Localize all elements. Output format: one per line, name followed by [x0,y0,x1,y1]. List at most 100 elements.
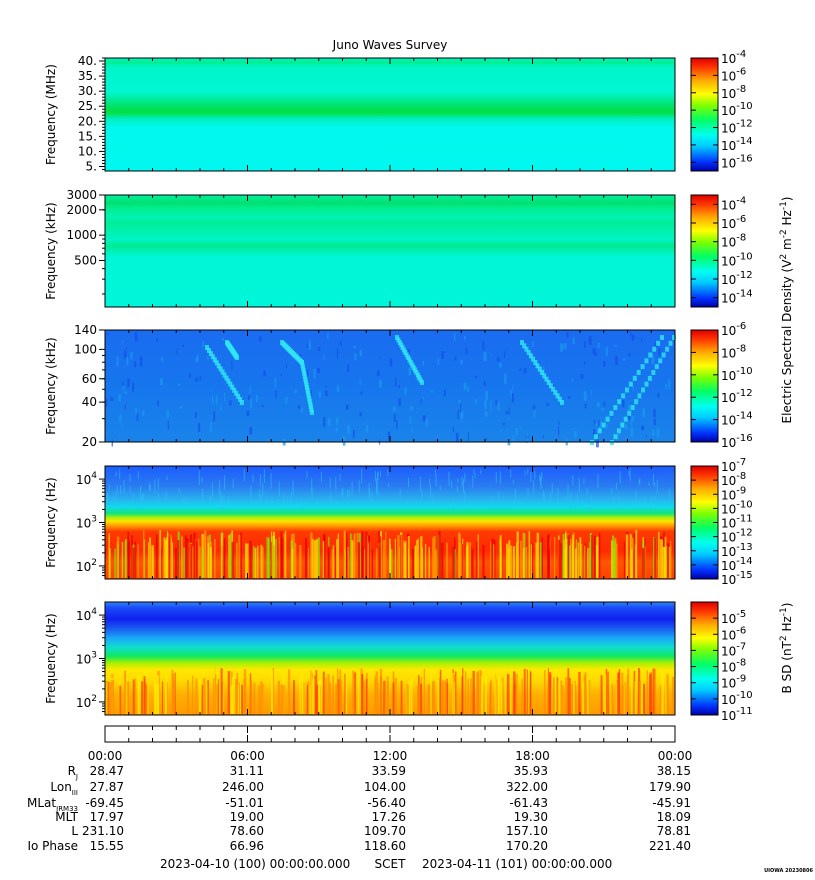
streak [472,670,475,714]
emission-blob [548,383,553,389]
colorbar [690,329,719,443]
colorbar-tick-label: 10-4 [721,195,746,212]
emission-blob [668,340,673,346]
streak [600,675,603,714]
streak [364,549,366,578]
streak [540,477,542,486]
texture [336,348,339,359]
streak [654,482,656,488]
streak [524,470,526,476]
streak [497,679,500,714]
streak [143,539,146,578]
texture [197,354,199,360]
texture [502,422,505,425]
streak [105,683,107,714]
y-tick-label: 103 [76,651,97,667]
ephemeris-value: 28.47 [90,764,124,778]
y-tick-label: 100 [74,342,97,356]
texture [306,344,308,349]
streak [523,533,526,578]
streak [277,680,280,714]
texture [411,427,413,432]
streak [110,681,112,714]
streak [514,682,516,714]
ephemeris-value: 322.00 [506,780,548,794]
streak [451,480,453,489]
streak [476,541,479,578]
streak [429,483,431,499]
streak [358,480,360,493]
streak [253,682,256,714]
streak [272,668,275,714]
streak [107,682,110,714]
texture [359,378,361,386]
texture [210,389,212,392]
streak [132,491,134,503]
streak [202,492,204,499]
streak [452,672,454,714]
streak [147,670,149,714]
streak [589,542,591,578]
streak [342,487,344,498]
texture [195,411,197,419]
emission-blob [601,422,606,428]
streak [119,469,121,480]
emission-blob [648,352,653,358]
spectrogram-3 [105,330,675,442]
texture [301,407,303,413]
emission-blob [654,364,659,370]
streak [132,547,135,578]
emission-blob [634,399,639,405]
texture [116,356,119,367]
streak [339,474,341,481]
streak [434,549,438,578]
streak [566,544,569,578]
streak [529,672,532,714]
texture [395,377,397,387]
streak [570,491,572,508]
streak [213,678,215,714]
streak [666,674,669,714]
texture [508,407,510,415]
streak [270,472,272,489]
streak [288,669,291,714]
streak [335,683,338,714]
streak [281,538,284,578]
texture [294,389,297,394]
emission-blob [542,373,547,379]
streak [628,471,630,476]
streak [494,672,497,714]
streak [287,496,289,507]
texture [503,350,506,358]
y-axis-label: Frequency (kHz) [44,337,58,434]
texture [135,406,137,415]
texture [134,360,137,368]
b-field-colorbar-label: B SD (nT2 Hz-1) [779,603,794,694]
streak [598,532,601,578]
emission-blob [620,422,625,428]
streak [198,679,201,714]
streak [150,484,152,491]
texture [508,417,510,421]
texture [280,374,283,377]
emission-blob [617,399,622,405]
streak [327,673,330,714]
emission-blob [216,363,221,369]
texture [126,357,129,365]
emission-blob [307,398,312,404]
streak [376,472,378,482]
streak [220,533,223,578]
texture [105,431,107,436]
streak [303,682,305,714]
streak [157,683,160,714]
texture [490,353,492,357]
streak [637,668,640,714]
texture [593,429,596,436]
panel-4-hz-electric [104,465,676,580]
ephemeris-row-label: LonIII [50,780,78,797]
streak [652,474,654,485]
texture [460,413,463,423]
colorbars: 10-410-610-810-1010-1210-1410-1610-410-6… [690,49,753,723]
streak [408,477,410,487]
texture [134,332,138,342]
